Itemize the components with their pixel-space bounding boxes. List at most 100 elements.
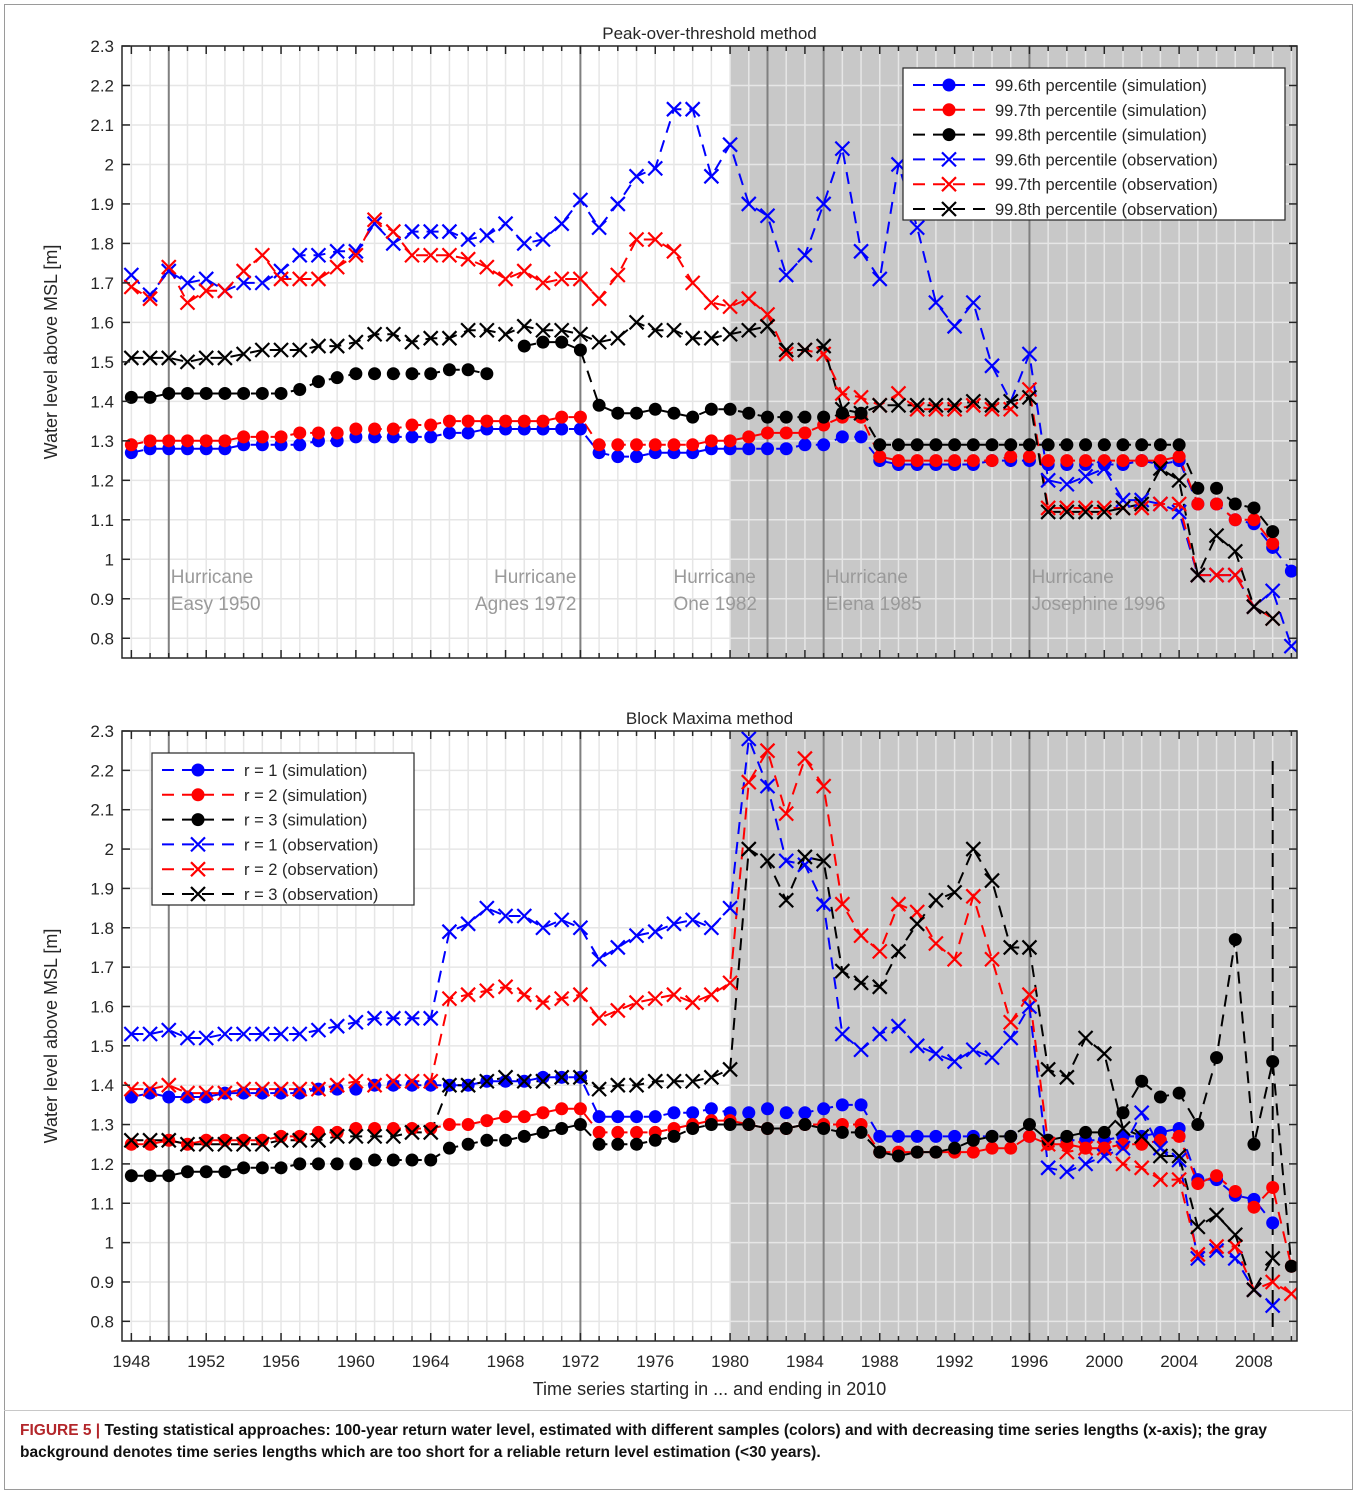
data-point bbox=[984, 951, 1000, 968]
data-point bbox=[1115, 1140, 1131, 1156]
data-point bbox=[1191, 481, 1205, 495]
data-point bbox=[778, 892, 794, 909]
data-point bbox=[834, 401, 851, 418]
series-markers-4 bbox=[123, 731, 1281, 1314]
data-point bbox=[422, 330, 439, 346]
caption-label: FIGURE 5 | bbox=[20, 1422, 101, 1439]
data-point bbox=[1004, 438, 1018, 452]
data-point bbox=[835, 1098, 849, 1112]
data-point bbox=[160, 350, 177, 366]
data-point bbox=[516, 235, 533, 252]
data-point bbox=[497, 215, 514, 232]
legend-label: 99.6th percentile (simulation) bbox=[995, 77, 1207, 95]
y-tick-label: 1.2 bbox=[90, 471, 114, 490]
data-point bbox=[853, 389, 869, 406]
data-point bbox=[630, 406, 644, 420]
x-tick-label: 1952 bbox=[187, 1352, 225, 1371]
data-point bbox=[199, 1133, 213, 1147]
data-point bbox=[592, 438, 606, 452]
data-point bbox=[143, 434, 157, 448]
data-point bbox=[460, 916, 476, 932]
data-point bbox=[1247, 1200, 1261, 1214]
data-point bbox=[628, 314, 645, 331]
data-point bbox=[235, 1136, 252, 1153]
data-point bbox=[761, 410, 775, 424]
data-point bbox=[1096, 1140, 1113, 1156]
data-point bbox=[1264, 1274, 1281, 1290]
series-layer bbox=[123, 101, 1297, 654]
data-point bbox=[1191, 497, 1205, 511]
data-point bbox=[1077, 1156, 1094, 1172]
data-point bbox=[628, 1077, 645, 1093]
data-point bbox=[479, 259, 495, 275]
data-point bbox=[854, 430, 868, 444]
data-point bbox=[742, 406, 756, 420]
y-tick-label: 1.3 bbox=[90, 432, 114, 451]
x-tick-label: 1980 bbox=[711, 1352, 749, 1371]
data-point bbox=[497, 271, 514, 287]
data-point bbox=[311, 1157, 325, 1171]
data-point bbox=[742, 1118, 756, 1132]
data-point bbox=[480, 1114, 494, 1128]
data-point bbox=[704, 1118, 718, 1132]
data-point bbox=[647, 322, 664, 339]
data-point bbox=[441, 990, 458, 1007]
data-point bbox=[610, 330, 626, 346]
data-point bbox=[142, 286, 158, 303]
data-point bbox=[1060, 438, 1074, 452]
data-point bbox=[218, 434, 232, 448]
data-point bbox=[648, 402, 662, 416]
data-point bbox=[1153, 438, 1167, 452]
data-point bbox=[535, 231, 551, 248]
series-markers-5 bbox=[123, 742, 1297, 1302]
data-point bbox=[1191, 1118, 1205, 1132]
data-point bbox=[871, 979, 888, 995]
data-point bbox=[778, 342, 794, 358]
data-point bbox=[199, 434, 213, 448]
data-point bbox=[386, 422, 400, 436]
data-point bbox=[759, 742, 776, 759]
data-point bbox=[946, 318, 963, 335]
y-tick-label: 1 bbox=[105, 550, 114, 569]
data-point bbox=[1171, 496, 1187, 512]
data-point bbox=[703, 919, 720, 936]
data-point bbox=[984, 358, 1000, 374]
y-tick-label: 1.6 bbox=[90, 997, 114, 1016]
data-point bbox=[985, 1141, 999, 1155]
data-point bbox=[779, 410, 793, 424]
x-tick-label: 1984 bbox=[786, 1352, 824, 1371]
data-point bbox=[611, 450, 625, 464]
data-point bbox=[142, 290, 158, 307]
data-point bbox=[592, 1125, 606, 1139]
data-point bbox=[666, 243, 682, 260]
data-point bbox=[310, 247, 327, 264]
data-point bbox=[1152, 496, 1169, 512]
event-label: Easy 1950 bbox=[171, 594, 261, 615]
data-point bbox=[647, 990, 664, 1007]
data-point bbox=[891, 454, 905, 468]
data-point bbox=[1021, 389, 1038, 406]
data-point bbox=[1266, 525, 1280, 539]
data-point bbox=[1210, 497, 1224, 511]
data-point bbox=[722, 975, 738, 991]
data-point bbox=[291, 271, 308, 287]
legend-marker bbox=[941, 201, 957, 217]
data-point bbox=[162, 1169, 176, 1183]
data-point bbox=[1021, 986, 1038, 1003]
data-point bbox=[516, 908, 533, 924]
data-point bbox=[871, 397, 888, 414]
data-point bbox=[237, 1086, 251, 1100]
data-point bbox=[460, 986, 476, 1003]
data-point bbox=[647, 160, 664, 177]
legend-label: r = 2 (observation) bbox=[244, 861, 378, 879]
data-point bbox=[835, 406, 849, 420]
data-point bbox=[891, 1129, 905, 1143]
data-point bbox=[441, 247, 458, 264]
data-point bbox=[385, 1128, 402, 1145]
data-point bbox=[1096, 500, 1113, 516]
data-point bbox=[703, 294, 720, 311]
data-point bbox=[218, 1165, 232, 1179]
series-markers-3 bbox=[124, 933, 1297, 1273]
data-point bbox=[1059, 1144, 1075, 1160]
y-tick-label: 0.8 bbox=[90, 629, 114, 648]
